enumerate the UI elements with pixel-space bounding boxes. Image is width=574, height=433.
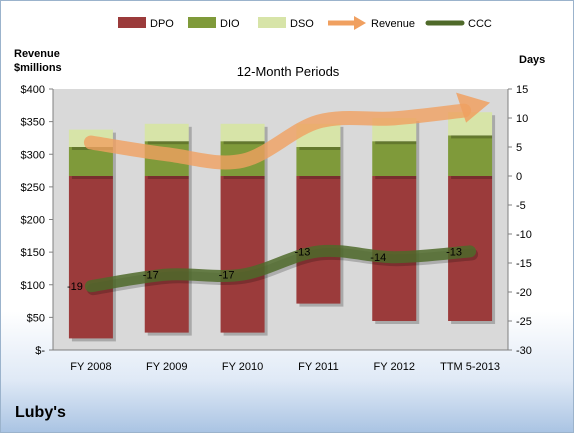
legend-label-ccc: CCC [468, 18, 492, 30]
left-tick-label: $350 [21, 117, 45, 129]
bar-dio [448, 135, 493, 176]
bar-dpo [68, 176, 113, 339]
right-axis-title: Days [519, 54, 545, 66]
left-axis-title-line2: $millions [14, 62, 62, 74]
legend-swatch-dpo [118, 17, 146, 28]
left-tick-label: $50 [27, 312, 45, 324]
ccc-data-label: -13 [446, 246, 462, 258]
left-tick-label: $250 [21, 182, 45, 194]
left-axis-title-line1: Revenue [14, 48, 60, 60]
left-tick-label: $400 [21, 84, 45, 96]
x-tick-label: FY 2009 [146, 361, 187, 373]
bar-dio [296, 147, 341, 176]
right-tick-label: -10 [516, 229, 532, 241]
company-name: Luby's [15, 404, 66, 421]
bar-dpo [296, 176, 341, 304]
bar-dpo [144, 176, 189, 333]
x-tick-label: FY 2011 [298, 361, 339, 373]
left-tick-label: $150 [21, 247, 45, 259]
left-tick-label: $- [35, 345, 45, 357]
chart-title: 12-Month Periods [237, 64, 340, 79]
ccc-data-label: -19 [67, 281, 83, 293]
axes: $- $50 $100 $150 $200 $250 $300 $350 $400 -30 -25 -… [21, 84, 532, 373]
bar-dso [220, 123, 265, 142]
right-tick-label: 5 [516, 142, 522, 154]
x-tick-label: FY 2008 [70, 361, 111, 373]
legend-arrowhead [354, 16, 366, 30]
x-tick-label: TTM 5-2013 [440, 361, 500, 373]
ccc-data-label: -17 [143, 270, 159, 282]
plot-area [53, 89, 508, 350]
ccc-data-label: -14 [370, 252, 386, 264]
legend-swatch-dio [188, 17, 216, 28]
right-tick-label: -30 [516, 345, 532, 357]
ccc-line [84, 244, 477, 293]
legend-label-revenue: Revenue [371, 18, 415, 30]
bar-dio [372, 141, 417, 176]
bar-dpo [372, 176, 417, 321]
bar-dso [144, 123, 189, 142]
revenue-line [83, 103, 472, 170]
x-tick-label: FY 2010 [222, 361, 263, 373]
bar-dpo [220, 176, 265, 333]
ccc-data-label: -13 [294, 246, 310, 258]
right-tick-label: -5 [516, 200, 526, 212]
left-tick-label: $200 [21, 215, 45, 227]
left-tick-label: $100 [21, 280, 45, 292]
left-tick-label: $300 [21, 149, 45, 161]
revenue-arrowhead [456, 92, 491, 123]
legend: DPO DIO DSO Revenue CCC [118, 16, 492, 30]
right-tick-label: 10 [516, 113, 528, 125]
right-tick-label: -15 [516, 258, 532, 270]
right-tick-label: -20 [516, 287, 532, 299]
right-tick-label: 0 [516, 171, 522, 183]
legend-label-dio: DIO [220, 18, 240, 30]
legend-label-dso: DSO [290, 18, 314, 30]
lines: -19 -17 -17 -13 -14 -13 [67, 92, 491, 296]
right-tick-label: -25 [516, 316, 532, 328]
right-tick-label: 15 [516, 84, 528, 96]
ccc-data-label: -17 [219, 270, 235, 282]
legend-swatch-dso [258, 17, 286, 28]
legend-label-dpo: DPO [150, 18, 174, 30]
bars [68, 112, 496, 342]
x-tick-label: FY 2012 [374, 361, 415, 373]
